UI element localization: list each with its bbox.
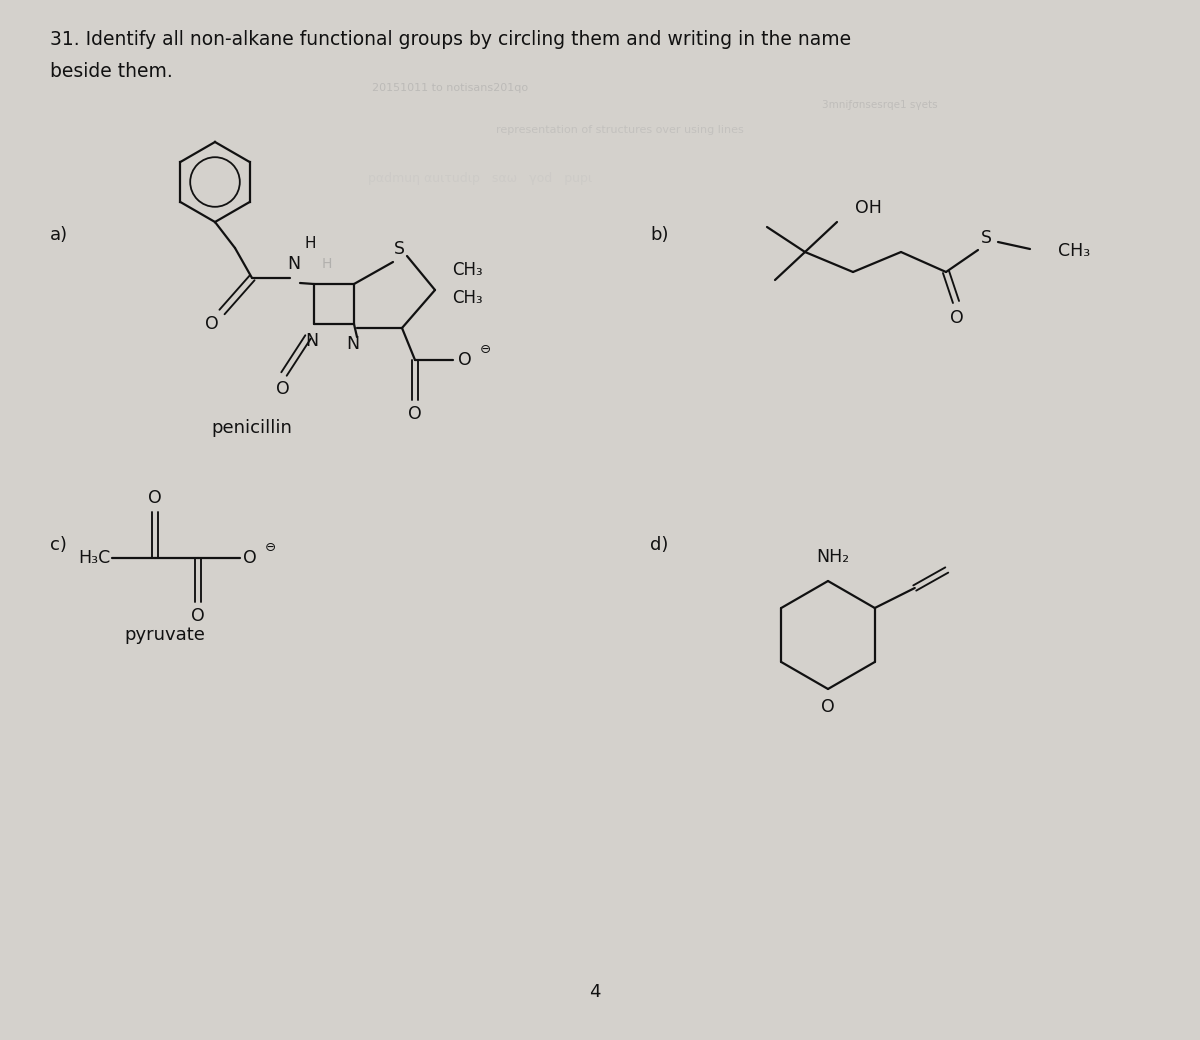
Text: ⊖: ⊖ [480, 342, 491, 356]
Text: N: N [288, 255, 300, 274]
Text: O: O [244, 549, 257, 567]
Text: 4: 4 [589, 983, 601, 1000]
Text: N: N [347, 335, 360, 353]
Text: d): d) [650, 536, 668, 554]
Text: O: O [148, 489, 162, 508]
Text: H: H [322, 257, 332, 271]
Text: pαdmuη αuιτudιp   sαω   γod   pupι: pαdmuη αuιτudιp sαω γod pupι [368, 172, 592, 184]
Text: pyruvate: pyruvate [125, 626, 205, 644]
Text: O: O [408, 405, 422, 423]
Text: N: N [306, 332, 318, 350]
Text: penicillin: penicillin [211, 419, 293, 437]
Text: CH₃: CH₃ [451, 261, 482, 279]
Text: 3mniƒσnsesrqe1 sγets: 3mniƒσnsesrqe1 sγets [822, 100, 938, 110]
Text: O: O [821, 698, 835, 716]
Text: H₃C: H₃C [78, 549, 110, 567]
Text: c): c) [50, 536, 67, 554]
Text: O: O [458, 352, 472, 369]
Text: O: O [191, 607, 205, 625]
Text: NH₂: NH₂ [816, 548, 850, 566]
Text: representation of structures over using lines: representation of structures over using … [496, 125, 744, 135]
Text: a): a) [50, 226, 68, 244]
Text: O: O [276, 380, 290, 398]
Text: S: S [394, 240, 404, 258]
Text: O: O [205, 315, 218, 333]
Text: 20151011 to notisans201qo: 20151011 to notisans201qo [372, 83, 528, 93]
Text: beside them.: beside them. [50, 62, 173, 81]
Text: H: H [305, 235, 316, 251]
Text: b): b) [650, 226, 668, 244]
Text: S: S [980, 229, 991, 248]
Text: O: O [950, 309, 964, 327]
Text: ⊖: ⊖ [264, 541, 276, 553]
Text: 31. Identify all non-alkane functional groups by circling them and writing in th: 31. Identify all non-alkane functional g… [50, 30, 851, 49]
Text: CH₃: CH₃ [1058, 242, 1091, 260]
Text: CH₃: CH₃ [451, 289, 482, 307]
Text: OH: OH [856, 199, 882, 217]
